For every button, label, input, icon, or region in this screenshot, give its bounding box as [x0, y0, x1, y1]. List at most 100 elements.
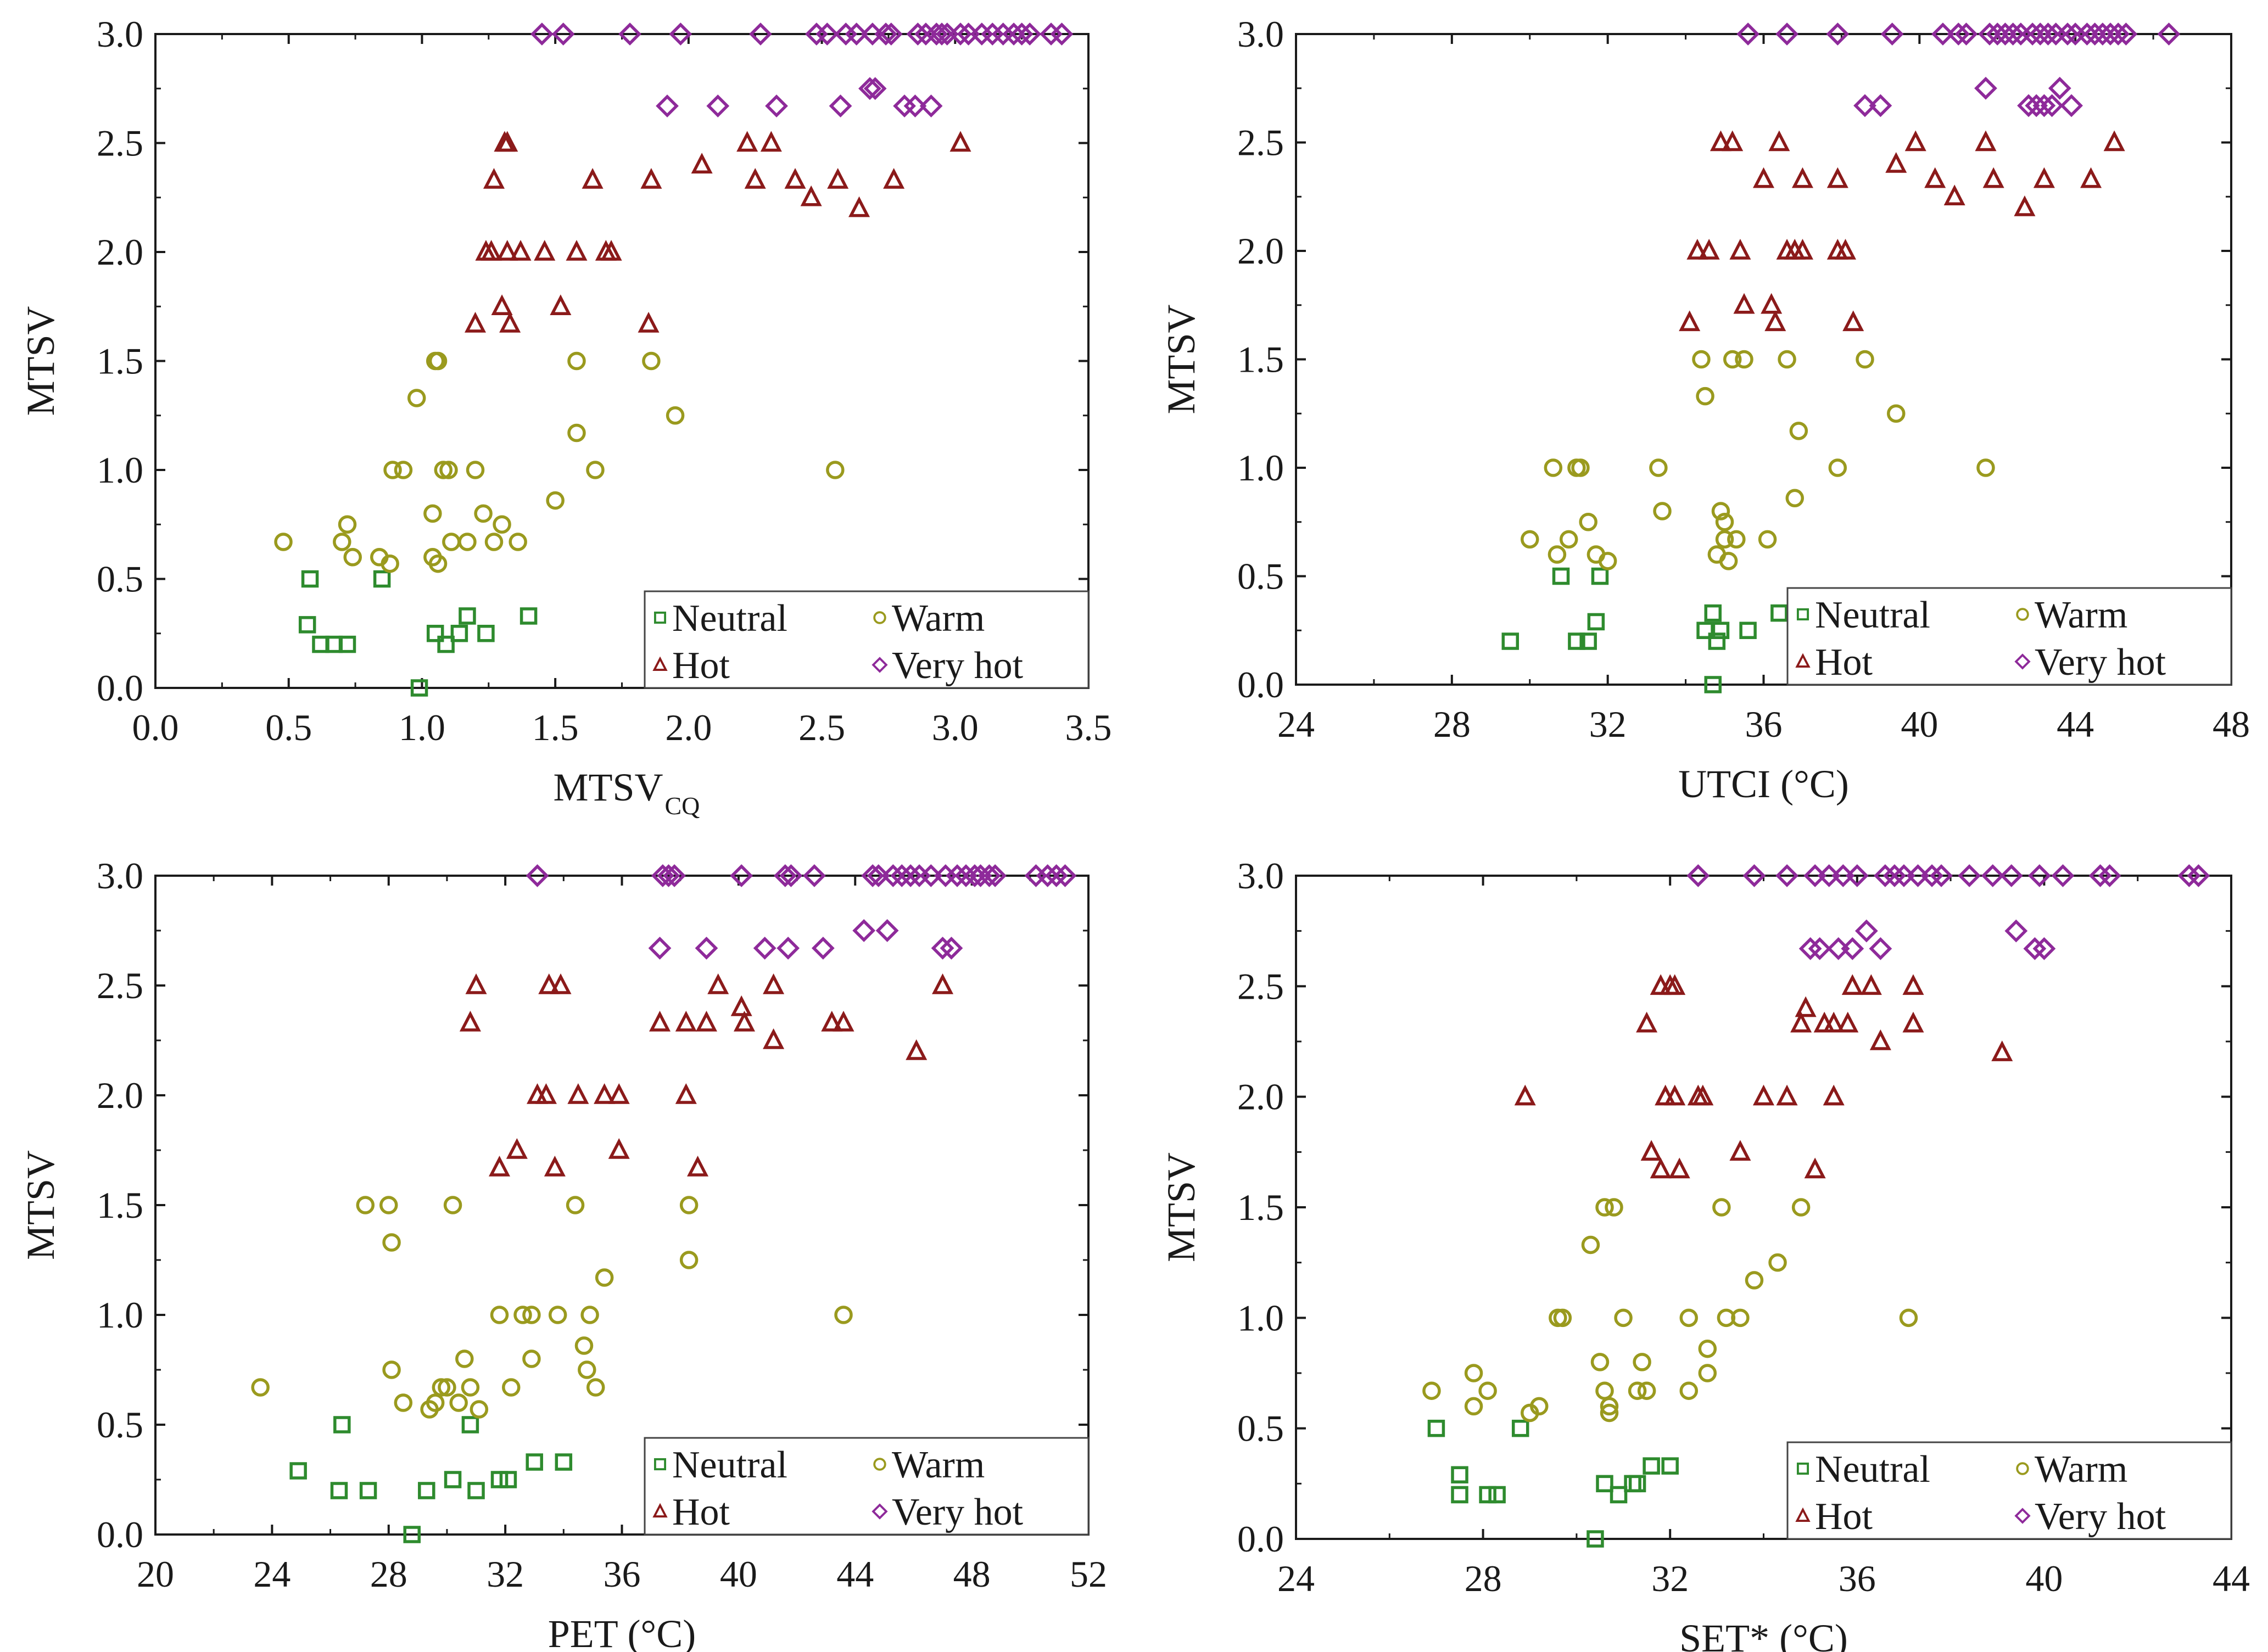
legend-label: Neutral [672, 1444, 787, 1486]
point-warm [1791, 1198, 1811, 1217]
point-neutral [444, 1471, 462, 1488]
point-very-hot [875, 919, 899, 942]
point-neutral [410, 679, 428, 697]
point-hot [691, 153, 713, 173]
legend-marker-neutral [1796, 1462, 1809, 1475]
point-very-hot [874, 23, 897, 46]
point-hot [675, 1011, 697, 1032]
point-warm [1628, 1381, 1647, 1400]
point-very-hot [2107, 23, 2130, 46]
point-hot [906, 1039, 928, 1060]
legend-label: Very hot [892, 645, 1024, 687]
point-hot [1722, 130, 1744, 152]
point-warm [1727, 530, 1746, 549]
point-neutral [555, 1453, 573, 1471]
point-very-hot [2056, 23, 2079, 46]
legend-box [1786, 587, 2232, 686]
point-hot [1795, 996, 1817, 1017]
point-very-hot [946, 864, 969, 887]
point-very-hot [695, 937, 718, 960]
x-tick-label: 0.5 [265, 707, 312, 748]
point-hot [1791, 239, 1813, 260]
point-warm [513, 1306, 532, 1324]
point-warm [509, 533, 527, 551]
point-warm [834, 1306, 853, 1324]
point-warm [432, 1378, 451, 1397]
point-very-hot [1808, 937, 1831, 960]
point-neutral [1661, 1457, 1679, 1475]
point-neutral [1579, 632, 1597, 650]
point-hot [582, 168, 604, 189]
point-neutral [1501, 632, 1520, 650]
point-very-hot [2027, 864, 2051, 887]
x-axis-label: MTSV [553, 765, 663, 809]
point-warm [1698, 1364, 1717, 1382]
point-warm [383, 461, 402, 479]
point-warm [1715, 530, 1734, 549]
point-warm [455, 1349, 474, 1368]
point-very-hot [984, 864, 1007, 887]
point-very-hot [773, 864, 797, 887]
x-tick-label: 32 [1589, 703, 1627, 745]
legend-label: Very hot [2035, 1496, 2166, 1538]
point-warm [1698, 1339, 1717, 1358]
point-neutral [526, 1453, 543, 1471]
point-hot [848, 196, 870, 217]
point-very-hot [777, 937, 800, 960]
point-hot [506, 1138, 528, 1159]
point-very-hot [2017, 94, 2040, 117]
point-very-hot [1947, 23, 1970, 46]
x-tick-label: 24 [1277, 703, 1315, 745]
point-warm [522, 1306, 541, 1324]
y-tick-label: 0.0 [97, 667, 143, 709]
point-warm [251, 1378, 270, 1397]
point-very-hot [526, 864, 549, 887]
point-very-hot [811, 937, 835, 960]
point-warm [458, 533, 477, 551]
point-very-hot [648, 937, 672, 960]
point-warm [1785, 489, 1805, 508]
x-tick-label: 28 [1433, 703, 1471, 745]
point-neutral [338, 635, 356, 653]
y-tick-label: 2.5 [97, 965, 143, 1006]
point-very-hot [765, 94, 788, 117]
x-tick-label: 1.0 [399, 707, 445, 748]
point-hot [538, 973, 560, 994]
point-warm [1530, 1397, 1549, 1416]
point-warm [1828, 458, 1847, 477]
point-neutral [1479, 1486, 1496, 1504]
point-very-hot [663, 864, 686, 887]
point-warm [382, 1360, 401, 1379]
point-warm [1856, 350, 1874, 369]
y-tick-label: 1.0 [1237, 1297, 1284, 1339]
legend-marker-warm [2016, 1462, 2029, 1475]
x-tick-label: 3.5 [1065, 707, 1112, 748]
legend-label: Hot [672, 645, 730, 687]
point-warm [356, 1196, 375, 1214]
point-very-hot [2032, 937, 2056, 960]
point-very-hot [2001, 23, 2025, 46]
point-warm [438, 1378, 456, 1397]
point-very-hot [881, 864, 905, 887]
point-warm [442, 533, 461, 551]
point-hot [488, 1156, 511, 1177]
point-warm [1711, 502, 1730, 520]
point-hot [949, 131, 971, 152]
point-neutral [1712, 621, 1730, 639]
y-tick-label: 3.0 [1237, 13, 1284, 55]
point-warm [426, 1393, 445, 1412]
point-hot [1842, 310, 1864, 332]
y-axis-label: MTSV [1159, 304, 1203, 414]
legend-box [1786, 1441, 2232, 1540]
point-neutral [459, 607, 476, 625]
point-very-hot [530, 23, 554, 46]
point-warm [407, 389, 426, 407]
point-neutral [1596, 1475, 1613, 1493]
y-tick-label: 1.0 [1237, 447, 1284, 489]
point-warm [1712, 1198, 1731, 1217]
point-warm [1778, 350, 1796, 369]
point-very-hot [977, 864, 1001, 887]
point-very-hot [1986, 23, 2009, 46]
point-hot [1834, 239, 1857, 260]
point-very-hot [1845, 864, 1869, 887]
